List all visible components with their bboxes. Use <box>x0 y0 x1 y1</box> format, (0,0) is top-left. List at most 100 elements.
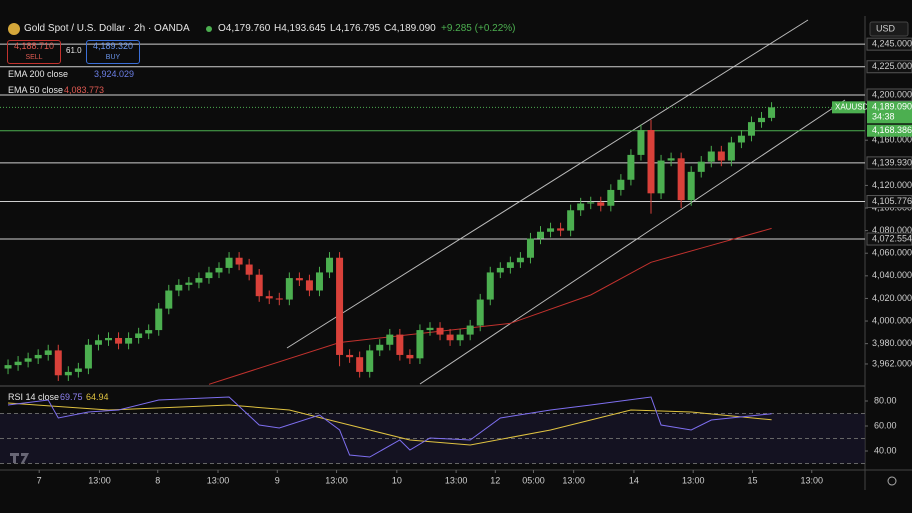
ema200-label: EMA 200 close <box>8 69 69 79</box>
y-tick-label: 4,040.000 <box>872 270 912 280</box>
candle-body <box>547 228 555 232</box>
y-tick-label: 4,020.000 <box>872 293 912 303</box>
x-tick-label: 13:00 <box>88 475 111 485</box>
candle-body <box>195 278 203 283</box>
rsi-tick-label: 40.00 <box>874 445 897 455</box>
rsi-label: RSI 14 close <box>8 392 60 402</box>
candle-body <box>356 357 364 372</box>
candle-body <box>155 308 163 331</box>
x-tick-label: 14 <box>629 475 639 485</box>
rsi-tick-label: 80.00 <box>874 395 897 405</box>
currency-box <box>869 21 909 37</box>
candle-body <box>747 122 755 136</box>
x-tick-label: 13:00 <box>800 475 823 485</box>
candle-body <box>14 361 22 366</box>
x-tick-label: 8 <box>155 475 160 485</box>
x-tick-label: 10 <box>392 475 402 485</box>
level-label: 4,139.930 <box>872 157 912 167</box>
candle-body <box>245 264 253 275</box>
level-box <box>866 156 912 170</box>
candle-body <box>54 350 62 376</box>
candle-body <box>115 337 123 344</box>
level-label: 4,245.000 <box>872 39 912 49</box>
candle-body <box>577 203 585 211</box>
candle-body <box>768 107 776 118</box>
candle-body <box>496 267 504 273</box>
candle-body <box>697 161 705 172</box>
candle-body <box>436 327 444 335</box>
candle-body <box>135 333 143 338</box>
candle-body <box>376 344 384 351</box>
candle-body <box>737 135 745 143</box>
candle-body <box>396 334 404 355</box>
candle-body <box>707 151 715 162</box>
candle-body <box>315 272 323 291</box>
countdown: 34:38 <box>872 112 895 122</box>
candle-body <box>285 278 293 300</box>
candle-body <box>94 340 102 345</box>
candle-body <box>74 368 82 372</box>
candle-body <box>145 330 153 334</box>
rsi-tick-label: 60.00 <box>874 420 897 430</box>
candle-body <box>426 327 434 331</box>
ema50-value: 4,083.773 <box>64 85 105 95</box>
candle-body <box>607 189 615 206</box>
x-tick-label: 13:00 <box>325 475 348 485</box>
candle-body <box>557 228 565 231</box>
candle-body <box>326 257 334 273</box>
level-label: 4,072.554 <box>872 233 912 243</box>
candle-body <box>295 278 303 281</box>
level-box <box>866 88 912 102</box>
level-label: 4,200.000 <box>872 89 912 99</box>
y-tick-label: 3,980.000 <box>872 338 912 348</box>
ohlc-open: O4,179.760 <box>218 23 271 34</box>
candle-body <box>84 344 92 369</box>
highlight-label: 4,168.386 <box>872 125 912 135</box>
candle-body <box>486 272 494 300</box>
y-tick-label: 4,160.000 <box>872 135 912 145</box>
buy-label: BUY <box>105 54 121 61</box>
level-label: 4,225.000 <box>872 61 912 71</box>
candle-body <box>677 158 685 201</box>
level-label: 4,105.776 <box>872 196 912 206</box>
rsi-value: 69.75 <box>60 392 83 402</box>
candle-body <box>366 350 374 372</box>
candle-body <box>516 257 524 263</box>
channel-lower <box>419 99 846 385</box>
candle-body <box>647 130 655 194</box>
candle-body <box>4 365 12 369</box>
ema50-label: EMA 50 close <box>8 85 64 95</box>
candle-body <box>406 354 414 359</box>
candle-body <box>44 350 52 355</box>
buy-button[interactable]: 4,189.320 BUY <box>86 40 140 64</box>
candle-body <box>336 257 344 355</box>
x-tick-label: 7 <box>37 475 42 485</box>
candle-body <box>657 160 665 194</box>
level-box <box>866 194 912 208</box>
candle-body <box>717 151 725 161</box>
x-tick-label: 13:00 <box>207 475 230 485</box>
rsi-ma-value: 64.94 <box>86 392 109 402</box>
symbol-label: XAUUSD <box>835 102 869 111</box>
x-tick-label: 13:00 <box>445 475 468 485</box>
settings-icon <box>887 476 897 486</box>
candle-body <box>105 337 113 341</box>
level-box <box>866 37 912 51</box>
price-box <box>867 101 912 124</box>
x-tick-label: 9 <box>275 475 280 485</box>
buy-price: 4,189.320 <box>92 41 134 51</box>
rsi-line <box>7 396 772 458</box>
channel-upper <box>286 19 809 349</box>
x-tick-label: 15 <box>747 475 757 485</box>
x-tick-label: 13:00 <box>562 475 585 485</box>
x-tick-label: 12 <box>490 475 500 485</box>
ohlc-high: H4,193.645 <box>274 23 326 34</box>
candle-body <box>185 282 193 285</box>
candle-body <box>597 202 605 206</box>
candle-body <box>215 267 223 273</box>
sell-button[interactable]: 4,188.710 SELL <box>7 40 61 64</box>
spread: 61.0 <box>66 46 82 55</box>
currency: USD <box>876 23 896 33</box>
candle-body <box>617 179 625 190</box>
